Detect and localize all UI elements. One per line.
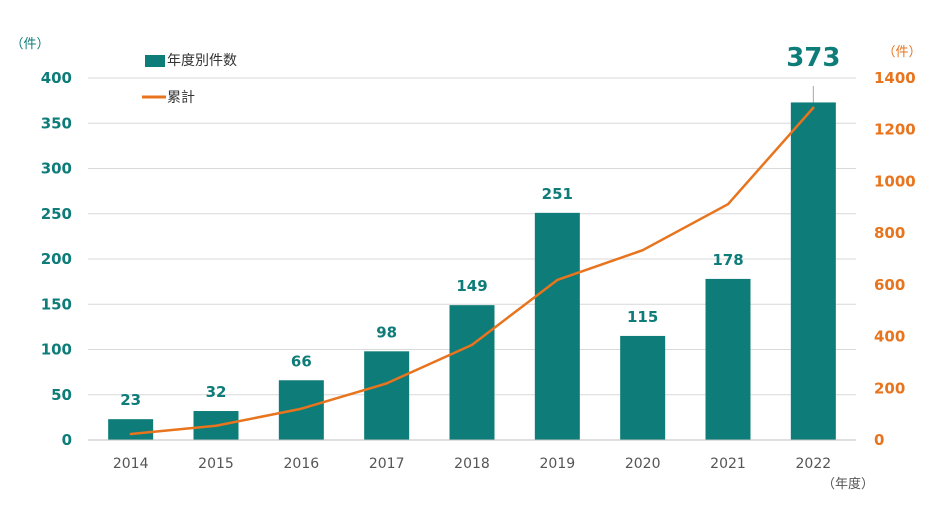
bar bbox=[534, 212, 580, 440]
line-point bbox=[726, 202, 730, 206]
line-point bbox=[812, 106, 815, 109]
right-axis-unit: （件） bbox=[882, 45, 921, 60]
bar bbox=[620, 335, 666, 440]
x-tick-label: 2022 bbox=[796, 456, 832, 472]
data-label: 373 bbox=[786, 43, 840, 73]
data-label: 251 bbox=[542, 185, 573, 203]
legend-line-label: 累計 bbox=[167, 90, 195, 106]
data-label: 23 bbox=[120, 391, 141, 409]
x-tick-label: 2015 bbox=[198, 456, 234, 472]
left-tick-label: 200 bbox=[41, 250, 72, 268]
x-tick-label: 2021 bbox=[710, 456, 746, 472]
data-label: 115 bbox=[627, 308, 658, 326]
right-tick-label: 0 bbox=[874, 431, 884, 449]
data-label: 98 bbox=[376, 323, 397, 341]
right-tick-label: 1000 bbox=[874, 172, 916, 190]
left-axis-unit: （件） bbox=[10, 37, 49, 52]
right-tick-label: 400 bbox=[874, 328, 905, 346]
bar bbox=[364, 351, 410, 440]
left-tick-label: 250 bbox=[41, 205, 72, 223]
left-tick-label: 300 bbox=[41, 160, 72, 178]
left-tick-label: 50 bbox=[51, 386, 72, 404]
line-point bbox=[470, 343, 474, 347]
left-tick-label: 0 bbox=[62, 431, 72, 449]
x-tick-label: 2019 bbox=[540, 456, 576, 472]
left-tick-label: 100 bbox=[41, 341, 72, 359]
data-label: 149 bbox=[456, 277, 487, 295]
bar bbox=[278, 380, 324, 440]
data-label: 66 bbox=[291, 352, 312, 370]
bar bbox=[790, 102, 836, 440]
gridlines bbox=[88, 77, 856, 441]
right-tick-label: 800 bbox=[874, 224, 905, 242]
legend-bar-label: 年度別件数 bbox=[167, 53, 237, 69]
x-tick-label: 2018 bbox=[454, 456, 490, 472]
right-tick-label: 200 bbox=[874, 379, 905, 397]
right-tick-label: 600 bbox=[874, 276, 905, 294]
legend: 年度別件数 累計 bbox=[142, 53, 237, 106]
line-point bbox=[300, 407, 303, 410]
bars bbox=[108, 102, 836, 440]
right-tick-label: 1200 bbox=[874, 121, 916, 139]
line-point bbox=[641, 249, 644, 252]
line-point bbox=[556, 278, 559, 282]
left-tick-label: 400 bbox=[41, 69, 72, 87]
line-point bbox=[214, 424, 218, 427]
line-point bbox=[385, 382, 388, 385]
x-tick-label: 2014 bbox=[113, 456, 149, 472]
x-tick-label: 2016 bbox=[284, 456, 320, 472]
data-label: 178 bbox=[712, 251, 743, 269]
legend-bar-swatch bbox=[145, 55, 165, 67]
x-tick-label: 2020 bbox=[625, 456, 661, 472]
bar bbox=[108, 419, 154, 440]
x-tick-label: 2017 bbox=[369, 456, 405, 472]
axes: 0 50 100 150 200 250 300 350 400 0 200 400 600 800 100… bbox=[41, 69, 916, 472]
x-axis-unit: （年度） bbox=[822, 476, 874, 492]
data-labels: 23 32 66 98 149 251 115 178 373 bbox=[120, 43, 840, 409]
cumulative-line bbox=[129, 106, 815, 436]
bar bbox=[705, 278, 751, 440]
right-tick-label: 1400 bbox=[874, 69, 916, 87]
bar bbox=[449, 305, 495, 440]
left-tick-label: 350 bbox=[41, 114, 72, 132]
data-label: 32 bbox=[206, 383, 227, 401]
left-tick-label: 150 bbox=[41, 295, 72, 313]
line-point bbox=[129, 432, 132, 436]
